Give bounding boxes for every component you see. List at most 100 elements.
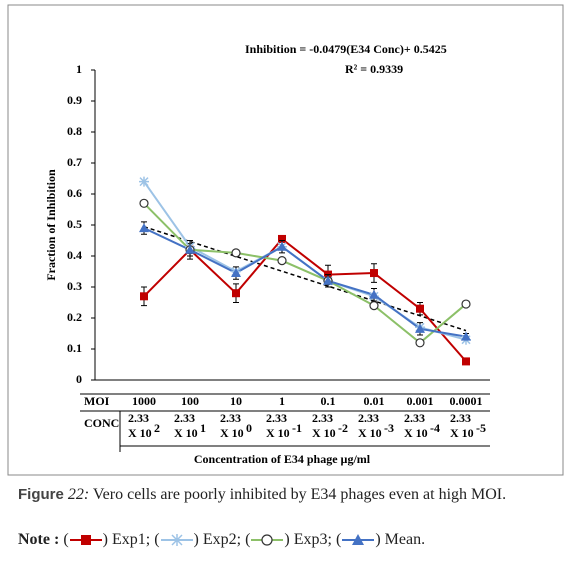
- conc-power: -3: [384, 421, 394, 435]
- x-tick-label: 0.01: [364, 394, 385, 408]
- x-tick-label: 1: [279, 394, 285, 408]
- conc-power: -1: [292, 421, 302, 435]
- bracket: ): [102, 531, 108, 548]
- marker: [232, 289, 240, 298]
- chart: Inhibition = -0.0479(E34 Conc)+ 0.5425 R…: [7, 4, 564, 476]
- separator: ;: [327, 531, 332, 548]
- legend-label: Exp2: [202, 531, 237, 548]
- marker: [416, 304, 424, 313]
- conc-base: X 10: [174, 426, 198, 440]
- row-label: MOI: [84, 394, 110, 408]
- r-squared: R² = 0.9339: [345, 62, 403, 76]
- legend-marker: [352, 534, 365, 546]
- conc-power: 1: [200, 421, 206, 435]
- y-tick-label: 1: [76, 62, 82, 76]
- equation: Inhibition = -0.0479(E34 Conc)+ 0.5425: [245, 42, 447, 56]
- bracket: ): [193, 531, 199, 548]
- conc-base: X 10: [404, 426, 428, 440]
- legend-icon: [69, 535, 102, 546]
- y-tick-label: 0.5: [67, 217, 82, 231]
- conc-base: X 10: [450, 426, 474, 440]
- series-line: [143, 181, 467, 341]
- marker: [415, 323, 425, 333]
- x-tick-label: 1000: [132, 394, 156, 408]
- marker: [415, 338, 425, 348]
- conc-base: X 10: [266, 426, 290, 440]
- marker: [461, 331, 471, 341]
- separator: ;: [236, 531, 242, 548]
- marker: [139, 223, 149, 233]
- conc-mantissa: 2.33: [128, 411, 149, 425]
- marker: [231, 248, 241, 258]
- bracket: (: [245, 531, 251, 548]
- legend-icon: [251, 534, 284, 546]
- trendline: [143, 225, 467, 332]
- y-tick-label: 0.9: [67, 93, 82, 107]
- legend: Note : () Exp1; () Exp2; () Exp3; () Mea…: [18, 531, 425, 549]
- conc-power: -4: [430, 421, 440, 435]
- legend-icon: [342, 534, 375, 546]
- conc-power: 0: [246, 421, 252, 435]
- marker: [462, 357, 470, 366]
- conc-mantissa: 2.33: [450, 411, 471, 425]
- conc-base: X 10: [312, 426, 336, 440]
- conc-mantissa: 2.33: [404, 411, 425, 425]
- marker: [277, 241, 287, 251]
- caption: Figure 22: Vero cells are poorly inhibit…: [18, 484, 563, 505]
- conc-base: X 10: [128, 426, 152, 440]
- series-line: [143, 227, 467, 338]
- marker: [369, 301, 379, 311]
- y-tick-label: 0.1: [67, 341, 82, 355]
- marker: [139, 176, 149, 187]
- legend-marker: [261, 534, 274, 546]
- marker: [278, 234, 286, 243]
- legend-label: Exp1: [111, 531, 146, 548]
- separator: ;: [145, 531, 151, 548]
- y-tick-label: 0.6: [67, 186, 82, 200]
- series-line: [143, 237, 467, 363]
- marker: [140, 292, 148, 301]
- bracket: (: [335, 531, 342, 548]
- x-tick-label: 0.1: [321, 394, 336, 408]
- y-tick-label: 0: [76, 372, 82, 386]
- x-tick-label: 0.001: [407, 394, 434, 408]
- frame: [7, 4, 564, 476]
- marker: [185, 244, 195, 254]
- row-label: CONC: [84, 416, 119, 430]
- conc-mantissa: 2.33: [220, 411, 241, 425]
- x-axis-title: Concentration of E34 phage µg/ml: [194, 452, 371, 466]
- y-tick-label: 0.7: [67, 155, 82, 169]
- legend-label: Exp3: [293, 531, 328, 548]
- marker: [139, 198, 149, 208]
- caption-text: Vero cells are poorly inhibited by E34 p…: [92, 486, 507, 503]
- conc-power: -2: [338, 421, 348, 435]
- conc-mantissa: 2.33: [358, 411, 379, 425]
- caption-number: 22:: [67, 486, 90, 503]
- y-tick-label: 0.4: [67, 248, 82, 262]
- legend-marker: [170, 534, 183, 547]
- legend-label: Mean: [384, 531, 422, 548]
- conc-power: -5: [476, 421, 486, 435]
- x-tick-label: 100: [181, 394, 199, 408]
- conc-mantissa: 2.33: [174, 411, 195, 425]
- marker: [277, 256, 287, 266]
- y-tick-label: 0.3: [67, 279, 82, 293]
- y-tick-label: 0.8: [67, 124, 82, 138]
- x-tick-label: 0.0001: [450, 394, 483, 408]
- marker: [323, 275, 333, 285]
- conc-power: 2: [154, 421, 160, 435]
- bracket: ): [375, 531, 381, 548]
- y-tick-label: 0.2: [67, 310, 82, 324]
- bracket: ): [284, 531, 290, 548]
- y-axis-title: Fraction of Inhibition: [44, 169, 58, 281]
- marker: [461, 299, 471, 309]
- marker: [369, 289, 379, 299]
- caption-figure: Figure: [18, 486, 64, 503]
- bracket: (: [63, 531, 69, 548]
- series-line: [143, 202, 467, 345]
- conc-mantissa: 2.33: [312, 411, 333, 425]
- legend-icon: [160, 534, 193, 547]
- conc-mantissa: 2.33: [266, 411, 287, 425]
- legend-marker: [80, 535, 91, 546]
